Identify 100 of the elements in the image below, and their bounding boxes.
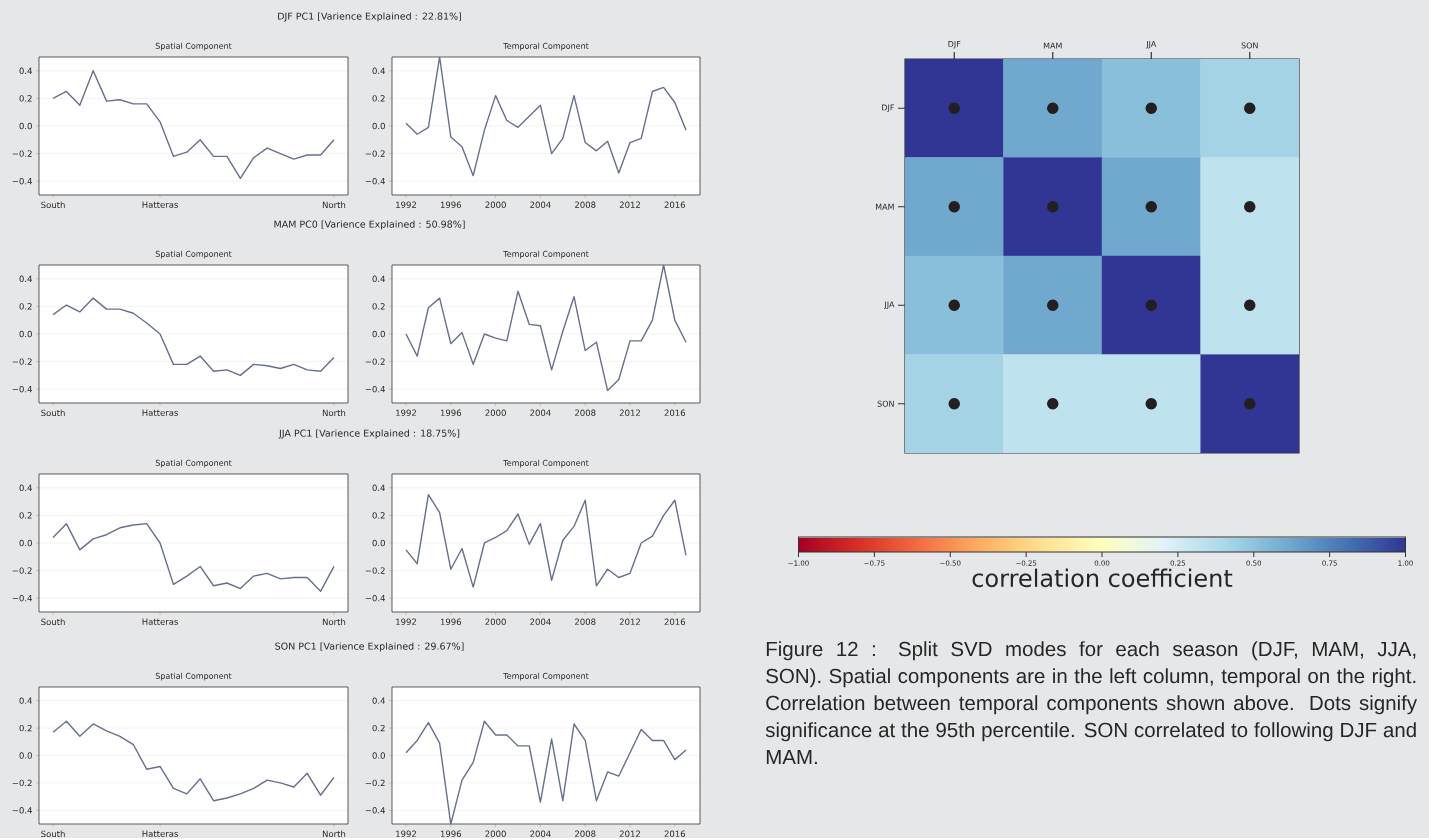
x-tick-label: North [322, 618, 346, 625]
y-tick-label: 0.2 [372, 302, 385, 310]
line-series [405, 56, 687, 177]
y-tick-label: 0.2 [372, 511, 385, 519]
x-tick-label: 2016 [664, 830, 686, 837]
y-tick-label: 0.4 [372, 67, 385, 74]
y-tick-label: −0.2 [12, 150, 32, 157]
x-tick-label: 2012 [619, 618, 640, 625]
x-tick-label: 2016 [664, 201, 686, 208]
y-tick-label: SON [877, 400, 894, 407]
line-series [405, 264, 687, 392]
y-tick-label: 0.4 [372, 697, 385, 704]
x-tick-label: 2000 [485, 409, 506, 416]
y-tick-label: JJA [884, 301, 895, 309]
y-tick-label: 0.0 [372, 122, 385, 129]
chart-title: Spatial Component [155, 42, 232, 51]
x-tick-label: 2008 [575, 409, 596, 416]
x-tick-label: 2004 [530, 409, 551, 416]
x-tick-label: South [41, 201, 65, 208]
x-tick-label: South [41, 409, 65, 416]
x-tick-label: 2012 [619, 830, 640, 837]
y-tick-label: −0.2 [365, 150, 385, 157]
line-series [52, 522, 335, 592]
y-tick-label: 0.4 [19, 697, 32, 704]
y-tick-label: −0.4 [365, 177, 385, 185]
line-series [52, 297, 335, 376]
y-tick-label: 0.0 [372, 330, 385, 337]
y-tick-label: 0.2 [19, 511, 32, 519]
x-tick-label: North [322, 201, 346, 208]
x-tick-label: 1992 [396, 618, 416, 625]
x-tick-label: 2004 [530, 830, 551, 837]
text: JJA PC1 [Varience Explained : 18.75%] [278, 429, 460, 439]
caption: Figure 12 : Split SVD modes for each season (DJF, MAM, JJA, SON). Spatial components are in the left column, temporal on the right. Correlation between temporal components shown above. Dots signify significance at the 95th percentile. SON correlated to following DJF and MAM. [765, 640, 1418, 764]
x-tick-label: Hatteras [142, 201, 178, 208]
chart-title: Temporal Component [503, 42, 589, 51]
y-tick-label: 0.2 [19, 94, 32, 102]
x-tick-label: 2000 [485, 618, 506, 625]
x-tick-label: 2008 [575, 618, 596, 625]
y-tick-label: −0.4 [365, 806, 385, 814]
data-label: ● [1145, 397, 1157, 410]
x-tick-label: MAM [1043, 42, 1062, 49]
x-tick-label: 2016 [664, 409, 686, 416]
y-tick-label: −0.4 [12, 177, 32, 185]
data-label: ● [948, 299, 960, 311]
x-tick-label: 2012 [619, 409, 640, 416]
y-tick-label: −0.4 [12, 385, 32, 393]
x-tick-label: North [322, 830, 346, 837]
y-tick-label: 0.0 [372, 539, 385, 546]
x-tick-label: 1992 [396, 830, 416, 837]
text: MAM PC0 [Varience Explained : 50.98%] [274, 220, 465, 230]
chart-title: Temporal Component [503, 672, 589, 681]
y-tick-label: 0.4 [19, 67, 32, 74]
chart-title: Temporal Component [503, 250, 589, 259]
x-tick-label: 2000 [485, 201, 506, 208]
y-tick-label: 0.4 [19, 275, 32, 282]
data-label: ● [1047, 397, 1059, 410]
y-tick-label: 0.0 [19, 752, 32, 759]
data-label: ● [1145, 102, 1157, 114]
data-label: ● [948, 102, 960, 114]
x-tick-label: Hatteras [142, 409, 178, 416]
x-tick-label: 1996 [440, 830, 462, 837]
data-label: ● [948, 200, 960, 213]
data-label: ● [1047, 299, 1059, 311]
text: SON PC1 [Varience Explained : 29.67%] [275, 642, 464, 652]
y-tick-label: 0.2 [372, 724, 385, 732]
y-tick-label: −0.4 [365, 385, 385, 393]
x-tick-label: SON [1241, 42, 1258, 49]
x-tick-label: South [41, 830, 65, 837]
y-tick-label: 0.0 [19, 330, 32, 337]
color-bar-title: correlation coefficient [972, 568, 1233, 587]
chart-title: Spatial Component [155, 250, 232, 259]
data-label: ● [948, 397, 960, 410]
y-tick-label: −0.2 [365, 567, 385, 574]
x-tick-label: JJA [1145, 40, 1157, 49]
y-tick-label: −0.4 [12, 594, 32, 602]
y-tick-label: 0.2 [372, 94, 385, 102]
y-tick-label: DJF [882, 104, 895, 112]
x-tick-label: North [322, 409, 346, 416]
x-tick-label: Hatteras [142, 618, 178, 625]
chart-title: Spatial Component [155, 459, 232, 468]
data-label: ● [1145, 200, 1157, 213]
x-tick-label: 2004 [530, 201, 551, 208]
x-tick-label: 2000 [485, 830, 506, 837]
y-tick-label: −0.4 [12, 806, 32, 814]
line-series [405, 493, 687, 588]
data-label: ● [1047, 200, 1059, 213]
x-tick-label: 1996 [440, 618, 462, 625]
y-tick-label: −0.2 [12, 567, 32, 574]
x-tick-label: 2008 [575, 830, 596, 837]
y-tick-label: −0.2 [365, 358, 385, 365]
x-tick-label: South [41, 618, 65, 625]
data-label: ● [1244, 397, 1256, 410]
x-tick-label: 2004 [530, 618, 551, 625]
line-series [52, 720, 335, 802]
text: DJF PC1 [Varience Explained : 22.81%] [278, 12, 461, 22]
line-series [405, 720, 687, 824]
y-tick-label: 0.2 [19, 302, 32, 310]
x-tick-label: DJF [948, 40, 961, 49]
data-label: ● [1244, 200, 1256, 213]
y-tick-label: −0.2 [12, 358, 32, 365]
